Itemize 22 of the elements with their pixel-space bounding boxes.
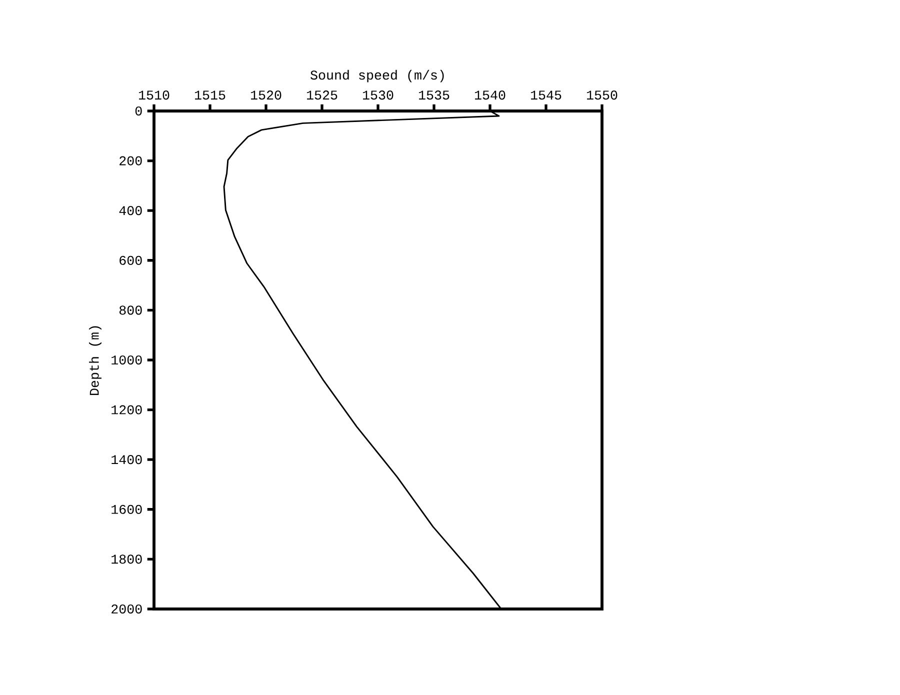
x-tick-label: 1545 <box>530 90 562 100</box>
x-tick-label: 1535 <box>418 90 450 100</box>
y-tick-label: 1800 <box>112 554 142 564</box>
x-tick-label: 1540 <box>474 90 506 100</box>
y-tick-label: 400 <box>119 206 142 216</box>
y-tick-label: 1400 <box>112 455 142 464</box>
y-tick-label: 1000 <box>112 355 142 365</box>
y-axis-title: Depth (m) <box>89 326 102 395</box>
y-tick-label: 200 <box>120 156 142 166</box>
x-tick-label: 1525 <box>306 90 338 100</box>
x-tick-label: 1530 <box>362 90 394 100</box>
y-tick-label: 600 <box>120 256 142 265</box>
x-tick-label: 1550 <box>586 90 618 100</box>
y-tick-label: 800 <box>119 306 142 315</box>
y-tick-label: 1200 <box>112 405 142 414</box>
x-tick-label: 1510 <box>138 90 170 100</box>
x-tick-label: 1515 <box>194 90 226 100</box>
y-tick-label: 0 <box>135 106 142 116</box>
x-axis-title: Sound speed (m/s) <box>310 70 444 82</box>
x-tick-label: 1520 <box>250 90 282 100</box>
y-tick-label: 2000 <box>112 604 142 614</box>
y-tick-label: 1600 <box>112 504 142 514</box>
